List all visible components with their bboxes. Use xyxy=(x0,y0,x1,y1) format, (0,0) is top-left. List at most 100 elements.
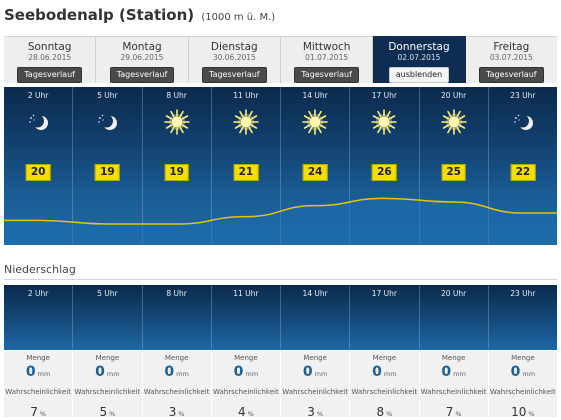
temperature-badge: 22 xyxy=(510,164,536,181)
tab-day-label: Donnerstag xyxy=(388,41,450,53)
sun-icon xyxy=(233,109,259,135)
hour-column: 2 Uhr 20 xyxy=(4,87,74,245)
precip-amount: 0 mm xyxy=(420,363,488,382)
day-details-button[interactable]: Tagesverlauf xyxy=(479,67,544,83)
precip-probability: 10% xyxy=(489,401,557,420)
temperature-area xyxy=(4,198,557,245)
tab-dienstag[interactable]: Dienstag 30.06.2015 Tagesverlauf xyxy=(188,36,281,83)
precip-amount: 0 mm xyxy=(73,363,141,382)
hour-label: 8 Uhr xyxy=(166,91,187,100)
precip-amount: 0 mm xyxy=(4,363,72,382)
precip-hour-column: 14 Uhr xyxy=(281,285,351,350)
day-details-button[interactable]: Tagesverlauf xyxy=(294,67,359,83)
precip-stat-column: Menge 0 mm Wahrscheinlichkeit 5% xyxy=(73,351,143,420)
amount-value: 0 xyxy=(510,364,521,380)
temperature-badge: 20 xyxy=(25,164,51,181)
amount-value: 0 xyxy=(25,364,36,380)
sun-icon xyxy=(302,109,328,135)
tab-day-label: Montag xyxy=(122,41,162,53)
amount-unit: mm xyxy=(106,370,120,378)
probability-unit: % xyxy=(528,410,535,418)
tab-freitag[interactable]: Freitag 03.07.2015 Tagesverlauf xyxy=(465,36,557,83)
hour-label: 8 Uhr xyxy=(166,289,187,298)
probability-value: 3 xyxy=(168,405,177,419)
amount-value: 0 xyxy=(372,364,382,380)
precip-stats: Menge 0 mm Wahrscheinlichkeit 7% Menge 0 mm Wahr… xyxy=(4,351,557,420)
precip-amount: 0 mm xyxy=(489,363,557,382)
precip-stat-column: Menge 0 mm Wahrscheinlichkeit 7% xyxy=(4,351,74,420)
precip-hour-column: 23 Uhr xyxy=(489,285,557,350)
temperature-line xyxy=(4,197,557,225)
probability-value: 10 xyxy=(511,405,527,419)
precip-hour-column: 11 Uhr xyxy=(212,285,281,350)
hour-column: 8 Uhr 19 xyxy=(143,87,212,245)
precip-stat-column: Menge 0 mm Wahrscheinlichkeit 3% xyxy=(142,351,212,420)
probability-value: 7 xyxy=(30,405,38,419)
amount-label: Menge xyxy=(511,354,535,362)
amount-unit: mm xyxy=(522,370,536,378)
tab-montag[interactable]: Montag 29.06.2015 Tagesverlauf xyxy=(96,36,189,83)
amount-value: 0 xyxy=(164,364,175,380)
tab-mittwoch[interactable]: Mittwoch 01.07.2015 Tagesverlauf xyxy=(280,36,374,83)
probability-label: Wahrscheinlichkeit xyxy=(143,388,210,396)
hour-column: 20 Uhr 25 xyxy=(420,87,489,245)
hourly-forecast-panel: 2 Uhr 20 5 Uhr 19 8 Uhr 19 11 Uhr 21 14 Uhr … xyxy=(4,87,557,245)
moon-stars-icon xyxy=(25,109,51,135)
tab-sonntag[interactable]: Sonntag 28.06.2015 Tagesverlauf xyxy=(4,36,97,83)
hour-label: 17 Uhr xyxy=(371,91,397,100)
hour-label: 11 Uhr xyxy=(233,91,259,100)
hour-column: 14 Uhr 24 xyxy=(281,87,351,245)
precip-probability: 3% xyxy=(281,401,349,420)
hour-label: 23 Uhr xyxy=(510,91,536,100)
hour-label: 2 Uhr xyxy=(27,91,49,100)
probability-label: Wahrscheinlichkeit xyxy=(490,388,556,396)
station-altitude: (1000 m ü. M.) xyxy=(201,12,276,23)
hour-column: 11 Uhr 21 xyxy=(212,87,281,245)
precip-stat-column: Menge 0 mm Wahrscheinlichkeit 10% xyxy=(488,351,557,420)
tab-day-label: Freitag xyxy=(493,41,530,53)
sun-icon xyxy=(440,109,467,135)
hour-column: 5 Uhr 19 xyxy=(73,87,143,245)
precip-hour-column: 20 Uhr xyxy=(420,285,489,350)
day-tabs: Sonntag 28.06.2015 Tagesverlauf Montag 29.06… xyxy=(4,36,557,83)
tab-date-label: 01.07.2015 xyxy=(305,53,349,62)
hour-label: 14 Uhr xyxy=(302,289,328,298)
probability-label: Wahrscheinlichkeit xyxy=(282,388,348,396)
precip-probability: 5% xyxy=(73,401,141,420)
precip-stat-column: Menge 0 mm Wahrscheinlichkeit 3% xyxy=(281,351,351,420)
hour-label: 11 Uhr xyxy=(233,289,259,298)
probability-value: 7 xyxy=(445,405,454,419)
probability-unit: % xyxy=(455,410,462,418)
hour-label: 5 Uhr xyxy=(97,91,118,100)
day-details-button[interactable]: Tagesverlauf xyxy=(202,67,267,83)
hour-label: 14 Uhr xyxy=(302,91,328,100)
temperature-curve xyxy=(4,197,557,245)
probability-label: Wahrscheinlichkeit xyxy=(5,388,71,396)
precip-probability: 3% xyxy=(143,401,211,420)
day-details-button[interactable]: Tagesverlauf xyxy=(17,67,82,83)
precip-hour-column: 2 Uhr xyxy=(4,285,74,350)
precip-amount: 0 mm xyxy=(212,363,280,382)
temperature-badge: 19 xyxy=(95,164,120,181)
precip-probability: 7% xyxy=(4,401,72,420)
probability-label: Wahrscheinlichkeit xyxy=(351,388,418,396)
temperature-badge: 21 xyxy=(233,164,259,181)
moon-stars-icon xyxy=(94,109,120,135)
hour-label: 23 Uhr xyxy=(510,289,536,298)
precip-amount: 0 mm xyxy=(281,363,349,382)
day-details-button[interactable]: Tagesverlauf xyxy=(109,67,175,83)
tab-donnerstag[interactable]: Donnerstag 02.07.2015 ausblenden xyxy=(373,36,466,83)
precip-amount: 0 mm xyxy=(143,363,211,382)
divider xyxy=(4,279,557,280)
sun-icon xyxy=(371,109,398,135)
tab-day-label: Sonntag xyxy=(27,41,72,53)
probability-unit: % xyxy=(39,410,47,418)
amount-unit: mm xyxy=(37,370,51,378)
hour-column: 23 Uhr 22 xyxy=(489,87,557,245)
amount-label: Menge xyxy=(164,354,189,362)
hour-label: 5 Uhr xyxy=(97,289,118,298)
probability-unit: % xyxy=(316,410,324,418)
amount-value: 0 xyxy=(302,364,313,380)
hide-details-button[interactable]: ausblenden xyxy=(388,67,450,83)
probability-value: 5 xyxy=(99,405,108,419)
